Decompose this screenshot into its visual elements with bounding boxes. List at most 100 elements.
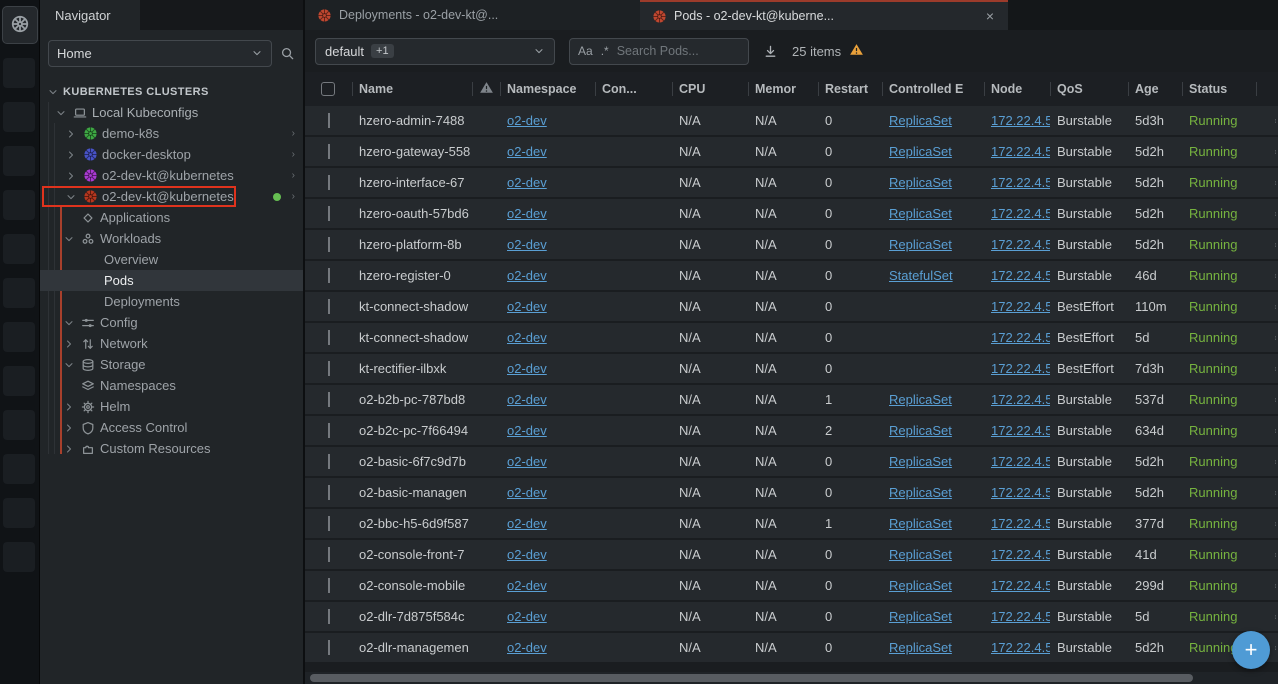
pod-row[interactable]: o2-basic-manageno2-devN/AN/A0ReplicaSet1… (305, 478, 1278, 507)
checkbox[interactable] (328, 392, 330, 407)
chevron-right-icon[interactable] (62, 443, 76, 455)
namespace-link[interactable]: o2-dev (507, 175, 547, 190)
chevron-right-icon[interactable] (62, 401, 76, 413)
hotbar-slot-empty[interactable] (3, 146, 35, 176)
column-header-warnings[interactable] (472, 72, 500, 106)
sidebar-item-storage[interactable]: Storage (40, 354, 303, 375)
checkbox[interactable] (328, 299, 330, 314)
sidebar-item-local-kubeconfigs[interactable]: Local Kubeconfigs (40, 102, 303, 123)
dots-icon[interactable] (1263, 548, 1278, 562)
controlled-by-link[interactable]: ReplicaSet (889, 113, 952, 128)
pod-row[interactable]: o2-basic-6f7c9d7bo2-devN/AN/A0ReplicaSet… (305, 447, 1278, 476)
sidebar-item-overview[interactable]: Overview (40, 249, 303, 270)
dots-icon[interactable] (1263, 393, 1278, 407)
controlled-by-link[interactable]: ReplicaSet (889, 609, 952, 624)
column-header-memor[interactable]: Memor (748, 72, 818, 106)
namespace-link[interactable]: o2-dev (507, 485, 547, 500)
checkbox[interactable] (328, 268, 330, 283)
dots-icon[interactable] (1263, 269, 1278, 283)
pod-row-menu[interactable] (1256, 114, 1278, 128)
node-link[interactable]: 172.22.4.5 (991, 144, 1050, 159)
warning-icon[interactable] (849, 42, 864, 60)
namespace-link[interactable]: o2-dev (507, 206, 547, 221)
pod-row[interactable]: hzero-oauth-57bd6o2-devN/AN/A0ReplicaSet… (305, 199, 1278, 228)
chevron-down-icon[interactable] (64, 191, 78, 203)
node-link[interactable]: 172.22.4.5 (991, 423, 1050, 438)
chevron-right-icon[interactable]: › (292, 149, 295, 160)
pod-row[interactable]: kt-rectifier-ilbxko2-devN/AN/A0172.22.4.… (305, 354, 1278, 383)
chevron-right-icon[interactable]: › (292, 191, 295, 202)
sidebar-item-config[interactable]: Config (40, 312, 303, 333)
hotbar-slot-empty[interactable] (3, 366, 35, 396)
hotbar-slot-empty[interactable] (3, 410, 35, 440)
column-settings-menu[interactable] (1256, 72, 1278, 106)
pod-row[interactable]: hzero-interface-67o2-devN/AN/A0ReplicaSe… (305, 168, 1278, 197)
controlled-by-link[interactable]: ReplicaSet (889, 237, 952, 252)
node-link[interactable]: 172.22.4.5 (991, 578, 1050, 593)
pod-row-menu[interactable] (1256, 207, 1278, 221)
column-header-qos[interactable]: QoS (1050, 72, 1128, 106)
pod-row-menu[interactable] (1256, 610, 1278, 624)
chevron-down-icon[interactable] (46, 86, 60, 98)
hotbar-slot-empty[interactable] (3, 278, 35, 308)
home-select[interactable]: Home (48, 40, 272, 67)
checkbox[interactable] (328, 423, 330, 438)
node-link[interactable]: 172.22.4.5 (991, 640, 1050, 655)
node-link[interactable]: 172.22.4.5 (991, 609, 1050, 624)
controlled-by-link[interactable]: ReplicaSet (889, 516, 952, 531)
controlled-by-link[interactable]: ReplicaSet (889, 454, 952, 469)
node-link[interactable]: 172.22.4.5 (991, 485, 1050, 500)
column-header-restart[interactable]: Restart (818, 72, 882, 106)
namespace-link[interactable]: o2-dev (507, 423, 547, 438)
namespace-select[interactable]: default +1 (315, 38, 555, 65)
namespace-link[interactable]: o2-dev (507, 454, 547, 469)
hotbar-slot-empty[interactable] (3, 58, 35, 88)
sidebar-item-workloads[interactable]: Workloads (40, 228, 303, 249)
dots-icon[interactable] (1263, 238, 1278, 252)
chevron-right-icon[interactable]: › (292, 170, 295, 181)
search-icon[interactable] (280, 46, 295, 61)
controlled-by-link[interactable]: ReplicaSet (889, 392, 952, 407)
node-link[interactable]: 172.22.4.5 (991, 268, 1050, 283)
pod-row-menu[interactable] (1256, 269, 1278, 283)
tab-navigator[interactable]: Navigator (40, 0, 140, 30)
namespace-link[interactable]: o2-dev (507, 330, 547, 345)
pod-row-menu[interactable] (1256, 548, 1278, 562)
node-link[interactable]: 172.22.4.5 (991, 175, 1050, 190)
node-link[interactable]: 172.22.4.5 (991, 113, 1050, 128)
close-tab-icon[interactable]: × (984, 8, 996, 24)
column-header-node[interactable]: Node (984, 72, 1050, 106)
pod-row[interactable]: kt-connect-shadowo2-devN/AN/A0172.22.4.5… (305, 292, 1278, 321)
chevron-down-icon[interactable] (62, 317, 76, 329)
add-resource-button[interactable]: + (1232, 631, 1270, 669)
search-input[interactable] (617, 44, 740, 58)
dots-icon[interactable] (1263, 331, 1278, 345)
chevron-down-icon[interactable] (62, 359, 76, 371)
checkbox[interactable] (328, 454, 330, 469)
sidebar-item-deployments[interactable]: Deployments (40, 291, 303, 312)
chevron-right-icon[interactable] (62, 422, 76, 434)
controlled-by-link[interactable]: ReplicaSet (889, 206, 952, 221)
sidebar-item-kubernetes-clusters[interactable]: KUBERNETES CLUSTERS (40, 81, 303, 102)
chevron-right-icon[interactable] (64, 149, 78, 161)
node-link[interactable]: 172.22.4.5 (991, 299, 1050, 314)
controlled-by-link[interactable]: ReplicaSet (889, 485, 952, 500)
checkbox[interactable] (328, 330, 330, 345)
dots-icon[interactable] (1263, 610, 1278, 624)
controlled-by-link[interactable]: ReplicaSet (889, 175, 952, 190)
hotbar-slot-empty[interactable] (3, 542, 35, 572)
dots-icon[interactable] (1263, 517, 1278, 531)
dots-icon[interactable] (1263, 145, 1278, 159)
sidebar-item-o2-dev-kt-kubernetes[interactable]: o2-dev-kt@kubernetes› (40, 165, 303, 186)
pod-row-menu[interactable] (1256, 455, 1278, 469)
hotbar-slot-empty[interactable] (3, 102, 35, 132)
node-link[interactable]: 172.22.4.5 (991, 392, 1050, 407)
controlled-by-link[interactable]: ReplicaSet (889, 640, 952, 655)
pod-row-menu[interactable] (1256, 362, 1278, 376)
sidebar-item-o2-dev-kt-kubernetes[interactable]: o2-dev-kt@kubernetes› (40, 186, 303, 207)
namespace-link[interactable]: o2-dev (507, 547, 547, 562)
pod-row[interactable]: hzero-register-0o2-devN/AN/A0StatefulSet… (305, 261, 1278, 290)
controlled-by-link[interactable]: StatefulSet (889, 268, 953, 283)
column-header-controlled-e[interactable]: Controlled E (882, 72, 984, 106)
namespace-link[interactable]: o2-dev (507, 299, 547, 314)
